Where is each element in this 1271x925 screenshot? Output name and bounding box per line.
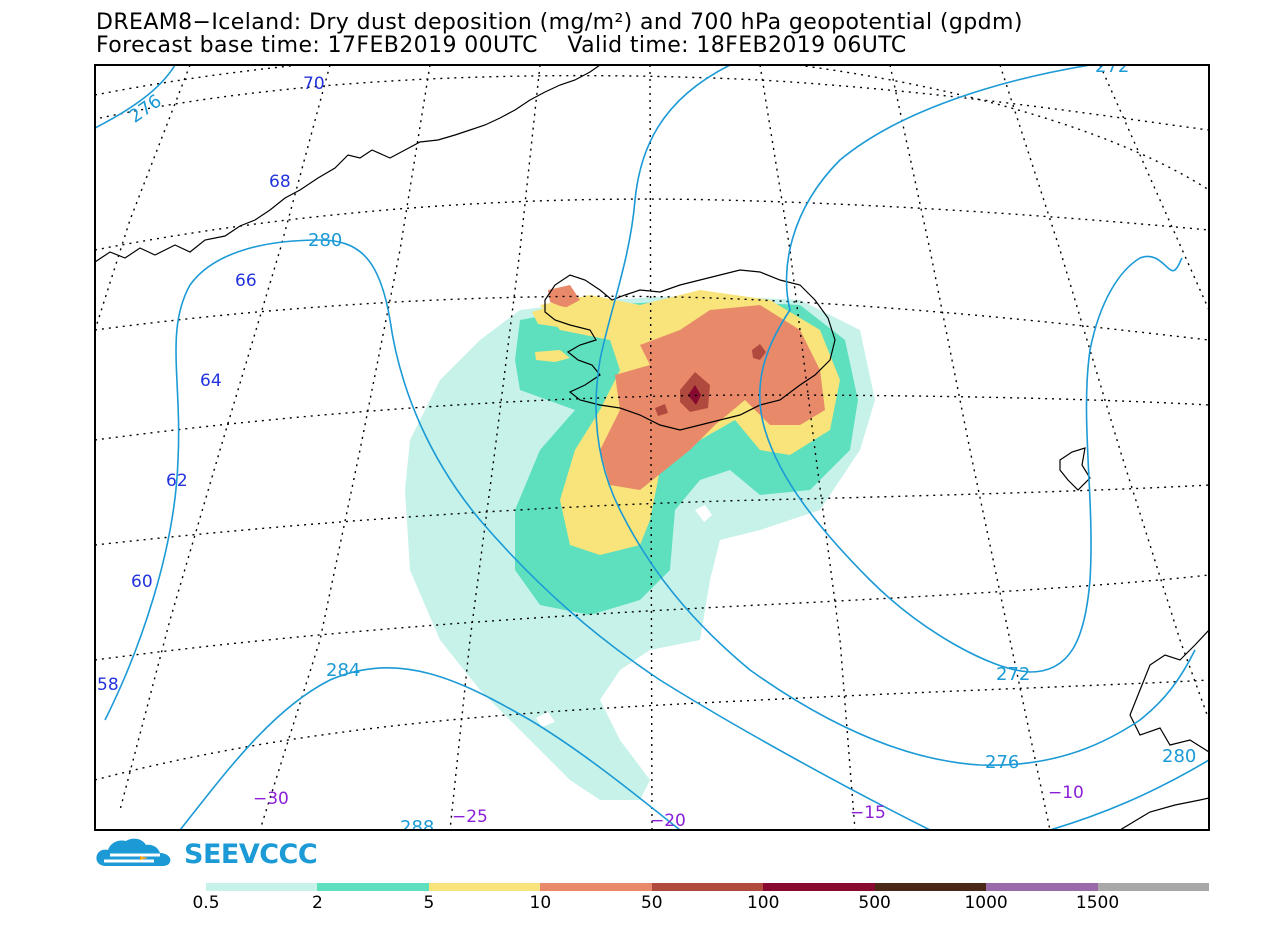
deposition-colorbar [206,883,1209,891]
geopotential-label: 276 [985,752,1019,773]
longitude-label: −15 [850,803,886,823]
map-title: DREAM8−Iceland: Dry dust deposition (mg/… [96,10,1023,35]
faroe-islands [1059,447,1091,491]
deposition-gap-2 [536,712,555,727]
scotland-coast [1119,797,1209,830]
colorbar-tick-label: 1000 [964,893,1008,913]
meridian-west-15 [649,65,653,830]
latitude-label: 60 [131,572,153,592]
contour-280-southeast [1049,759,1209,830]
deposition-area-westfjords-5 [535,350,570,362]
latitude-label: 70 [303,74,325,94]
meridian-east-5 [1099,65,1209,311]
colorbar-tick-label: 0.5 [192,893,220,913]
colorbar-tick-labels: 0.5 2 5 10 50 100 500 1000 1500 [0,893,1271,913]
coastlines [95,65,1209,830]
longitude-label: −25 [452,807,488,827]
greenland-coast [95,65,601,263]
norway-coast [1129,629,1209,753]
parallel-68 [99,74,1209,131]
parallel-58 [95,574,1209,661]
colorbar-segment [317,883,429,891]
colorbar-segment [428,883,541,891]
deposition-area-50c [655,404,668,416]
meridian-west-10 [759,65,856,830]
map-frame [94,64,1210,831]
geopotential-label: 276 [125,91,165,128]
deposition-gap [695,505,712,522]
colorbar-tick-label: 50 [640,893,663,913]
logo-text: SEEVCCC [184,839,318,870]
colorbar-tick-label: 500 [858,893,891,913]
meridian-west-25 [259,65,431,830]
deposition-area-50b [752,344,766,360]
latitude-label: 62 [166,471,188,491]
geopotential-label: 272 [1095,56,1129,77]
geopotential-label: 288 [400,817,434,838]
contour-272-east [758,65,1183,673]
latitude-labels: 70 68 66 64 62 60 58 [97,74,325,695]
longitude-label: −20 [650,811,686,831]
colorbar-segment [651,883,764,891]
latitude-label: 64 [200,371,222,391]
colorbar-segment [763,883,875,891]
meridian-west-5 [889,65,1051,830]
parallel-66 [95,198,1209,251]
dust-deposition-shading [405,285,875,800]
parallel-70 [95,65,1209,191]
colorbar-tick-label: 1500 [1075,893,1120,913]
colorbar-segment [540,883,652,891]
colorbar-tick-label: 2 [312,893,323,913]
latitude-label: 66 [235,271,257,291]
cloud-logo-icon [96,838,171,866]
colorbar-segment [874,883,987,891]
geopotential-contours [95,65,1209,830]
longitude-label: −10 [1048,783,1084,803]
graticule [95,65,1209,830]
geopotential-label: 280 [1162,746,1196,767]
colorbar-tick-label: 100 [746,893,780,913]
meridian-west-30 [119,65,331,811]
contour-280 [104,239,931,830]
longitude-labels: −30 −25 −20 −15 −10 [253,783,1084,831]
colorbar-segment [986,883,1098,891]
contour-284 [179,667,681,830]
contour-276-northwest [95,65,176,129]
iceland-coast [544,269,836,431]
longitude-label: −30 [253,789,289,809]
latitude-label: 68 [269,172,291,192]
colorbar-segment [206,883,318,891]
seevccc-logo: SEEVCCC [94,836,318,874]
contour-276 [595,65,1196,766]
map-subtitle: Forecast base time: 17FEB2019 00UTC Vali… [96,33,907,58]
geopotential-label: 272 [996,664,1030,685]
colorbar-tick-label: 10 [529,893,552,913]
latitude-label: 58 [97,675,119,695]
deposition-area-nw-5 [532,305,590,328]
colorbar-tick-label: 5 [423,893,435,913]
colorbar-segment [1097,883,1209,891]
parallel-56 [95,679,1209,781]
meridian-0 [999,65,1209,721]
deposition-area-100 [688,385,701,405]
geopotential-label: 284 [326,660,360,681]
geopotential-label: 280 [308,230,342,251]
